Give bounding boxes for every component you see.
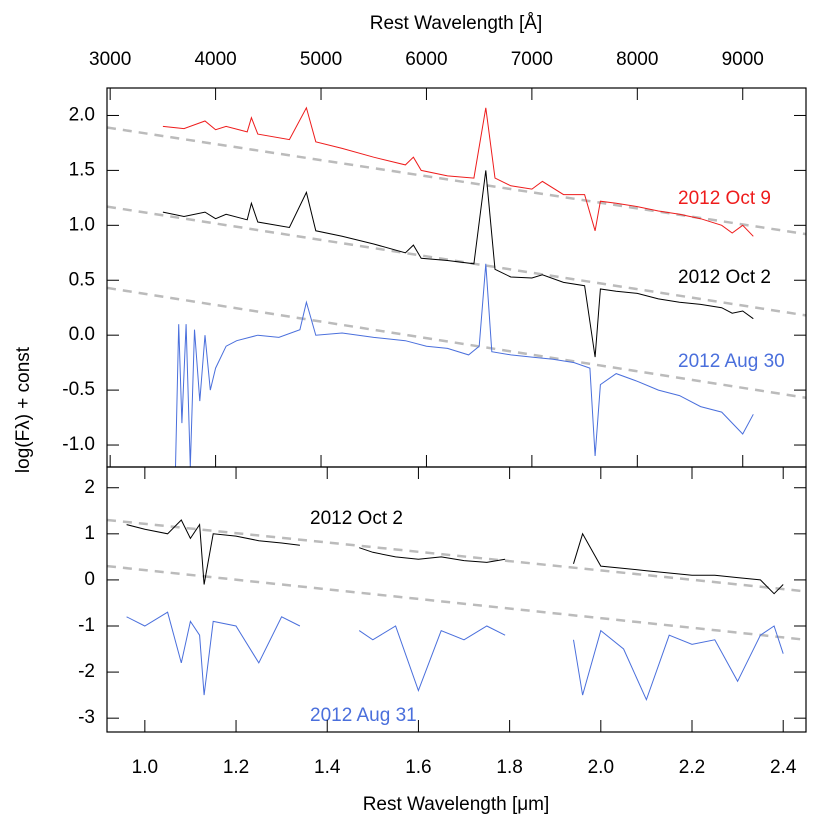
fit-line [107,126,806,236]
x-tick-label: 9000 [722,49,764,70]
x-tick-label: 1.8 [496,757,522,778]
series-label: 2012 Aug 31 [310,705,417,726]
fit-line [107,286,806,400]
y-tick-label: -2 [78,661,95,682]
y-tick-label: 1 [84,523,95,544]
fit-line [107,205,806,317]
series-label: 2012 Oct 2 [310,508,403,529]
y-tick-label: 0.0 [69,324,95,345]
y-tick-label: 1.0 [69,214,95,235]
plot-area [107,106,806,467]
x-tick-label: 4000 [194,49,236,70]
y-tick-label: 0.5 [69,269,95,290]
x-tick-label: 6000 [405,49,447,70]
y-tick-label: 0 [84,569,95,590]
spectrum [162,106,754,237]
y-tick-label: -3 [78,707,95,728]
x-tick-label: 3000 [89,49,131,70]
x-tick-label: 1.4 [314,757,341,778]
x-tick-label: 1.2 [223,757,249,778]
y-tick-label: -1.0 [62,434,95,455]
series-label: 2012 Aug 30 [678,351,785,372]
fit-line [107,564,806,642]
series-label: 2012 Oct 9 [678,188,771,209]
plot-frame [106,466,807,733]
spectrum [126,519,784,595]
x-tick-label: 2.0 [588,757,614,778]
spectrum [126,611,784,702]
top-x-axis-title: Rest Wavelength [Å] [370,13,542,34]
series-label: 2012 Oct 2 [678,267,771,288]
x-tick-label: 8000 [616,49,658,70]
y-tick-label: 2 [84,477,95,498]
y-tick-label: -1 [78,615,95,636]
x-tick-label: 2.2 [679,757,705,778]
fit-line [107,518,806,593]
spectrum [175,263,754,467]
y-tick-label: 2.0 [69,104,95,125]
y-tick-label: 1.5 [69,159,95,180]
spectrum [162,170,754,358]
x-tick-label: 1.0 [132,757,158,778]
x-tick-label: 7000 [511,49,553,70]
bottom-x-axis-title: Rest Wavelength [μm] [363,794,550,815]
y-axis-title: log(Fλ) + const [13,346,34,473]
y-tick-label: -0.5 [62,379,95,400]
x-tick-label: 2.4 [770,757,797,778]
x-tick-label: 5000 [300,49,342,70]
x-tick-label: 1.6 [405,757,431,778]
plot-area [107,518,806,702]
